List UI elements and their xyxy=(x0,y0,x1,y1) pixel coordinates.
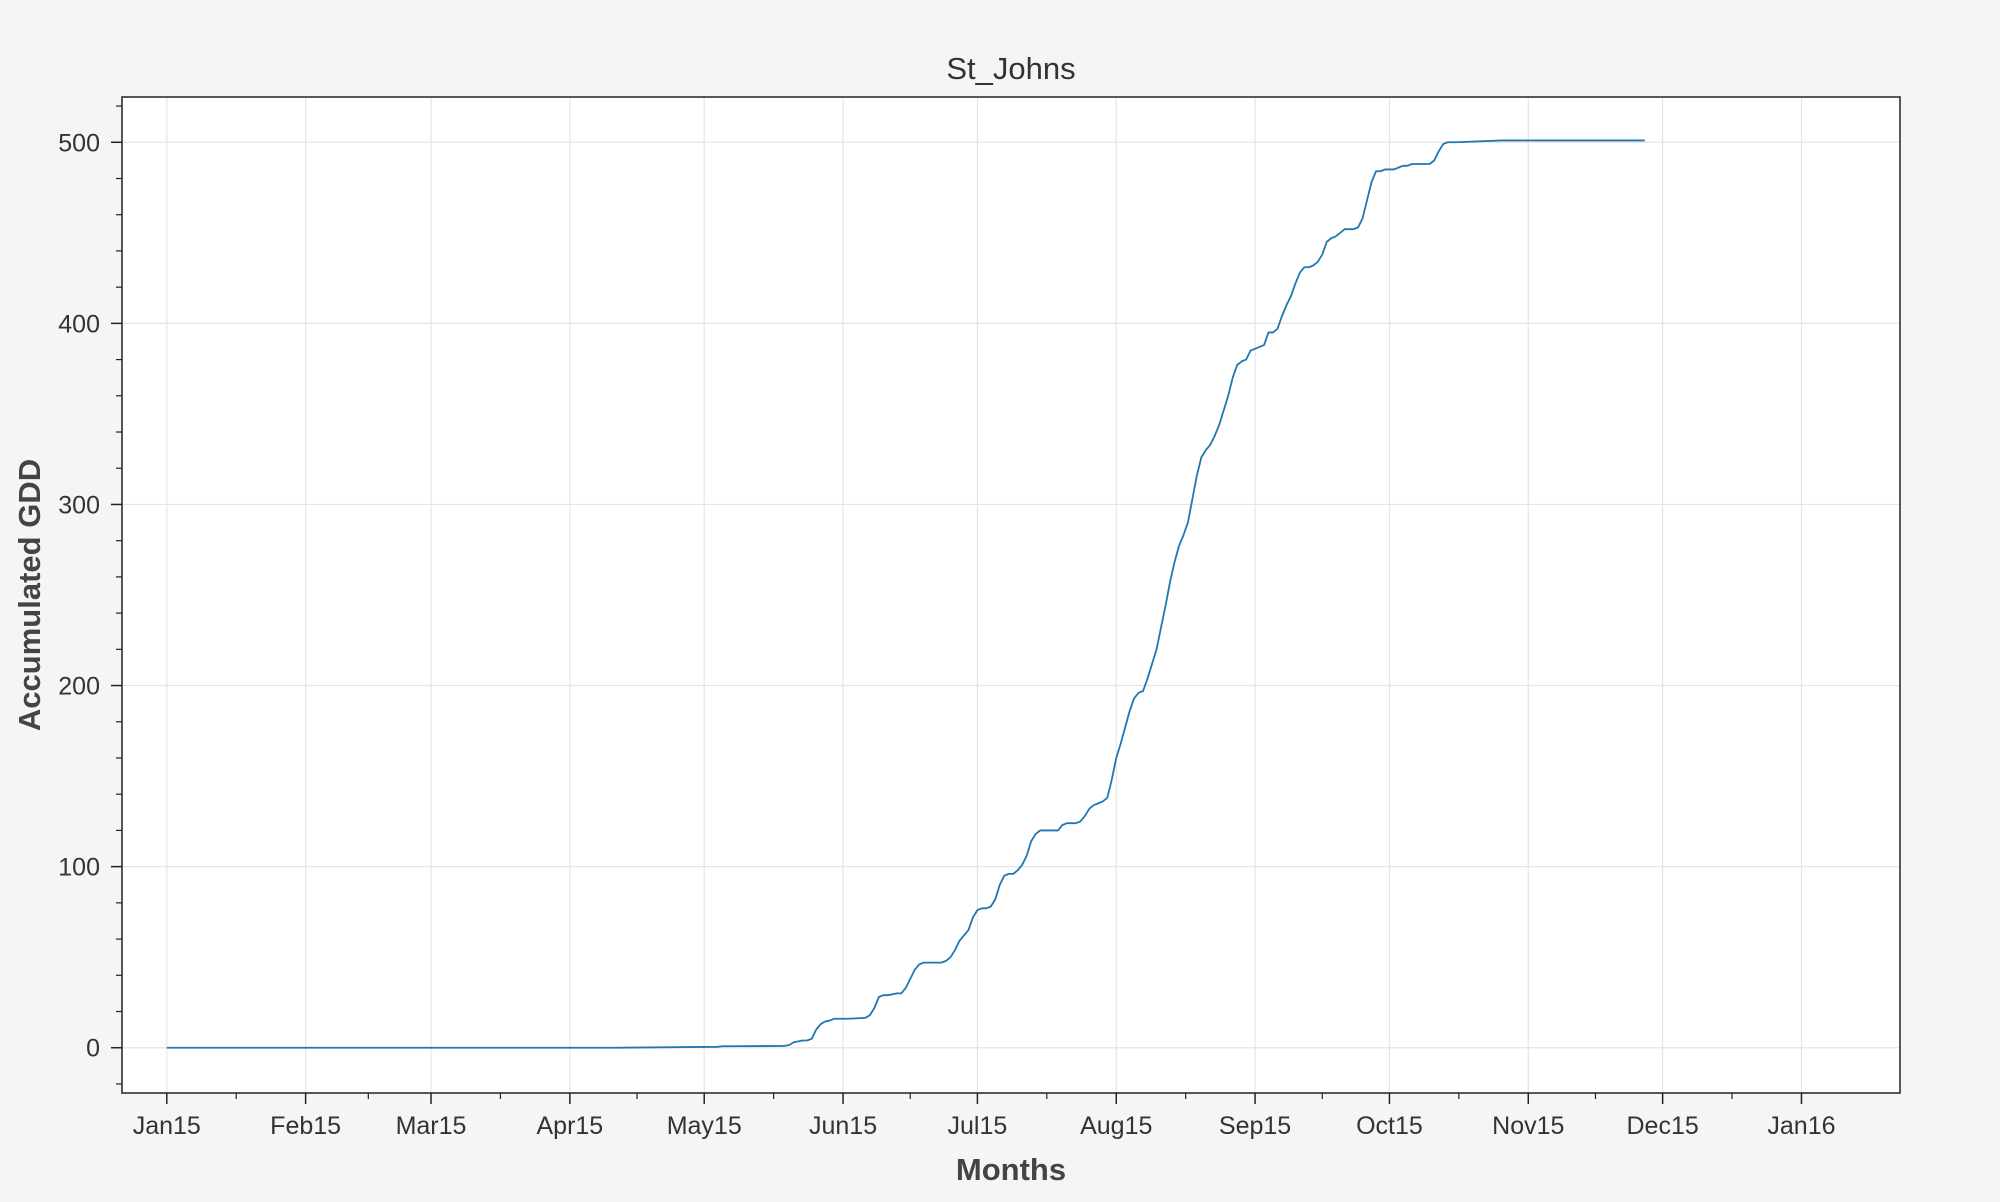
y-tick-label: 300 xyxy=(58,491,100,519)
x-tick-label: Jun15 xyxy=(809,1112,877,1140)
x-tick-label: Mar15 xyxy=(396,1112,467,1140)
x-tick-label: Oct15 xyxy=(1356,1112,1423,1140)
series-line-st-johns xyxy=(166,139,1645,1049)
y-tick-label: 0 xyxy=(86,1035,100,1063)
y-axis: 0 100 200 300 400 500 xyxy=(58,105,122,1085)
x-axis: Jan15 Feb15 Mar15 Apr15 May15 Jun15 Jul15 Aug15… xyxy=(133,1093,1836,1140)
x-tick-label: Jan15 xyxy=(133,1112,201,1140)
series-layer xyxy=(166,139,1645,1049)
x-tick-label: Feb15 xyxy=(270,1112,341,1140)
x-tick-label: Aug15 xyxy=(1080,1112,1152,1140)
x-tick-label: Dec15 xyxy=(1627,1112,1699,1140)
x-tick-label: Sep15 xyxy=(1219,1112,1291,1140)
y-tick-label: 100 xyxy=(58,854,100,882)
chart-title: St_Johns xyxy=(946,51,1075,86)
y-tick-label: 400 xyxy=(58,310,100,338)
x-tick-label: Jul15 xyxy=(948,1112,1008,1140)
x-tick-label: Apr15 xyxy=(536,1112,603,1140)
x-tick-label: May15 xyxy=(667,1112,742,1140)
plot-area xyxy=(122,97,1900,1093)
x-tick-label: Jan16 xyxy=(1767,1112,1835,1140)
plot-frame xyxy=(121,96,1901,1094)
y-tick-label: 500 xyxy=(58,129,100,157)
y-axis-label: Accumulated GDD xyxy=(12,459,47,731)
y-tick-label: 200 xyxy=(58,673,100,701)
grid-lines xyxy=(122,97,1900,1093)
x-tick-label: Nov15 xyxy=(1492,1112,1564,1140)
x-axis-label: Months xyxy=(956,1152,1066,1187)
